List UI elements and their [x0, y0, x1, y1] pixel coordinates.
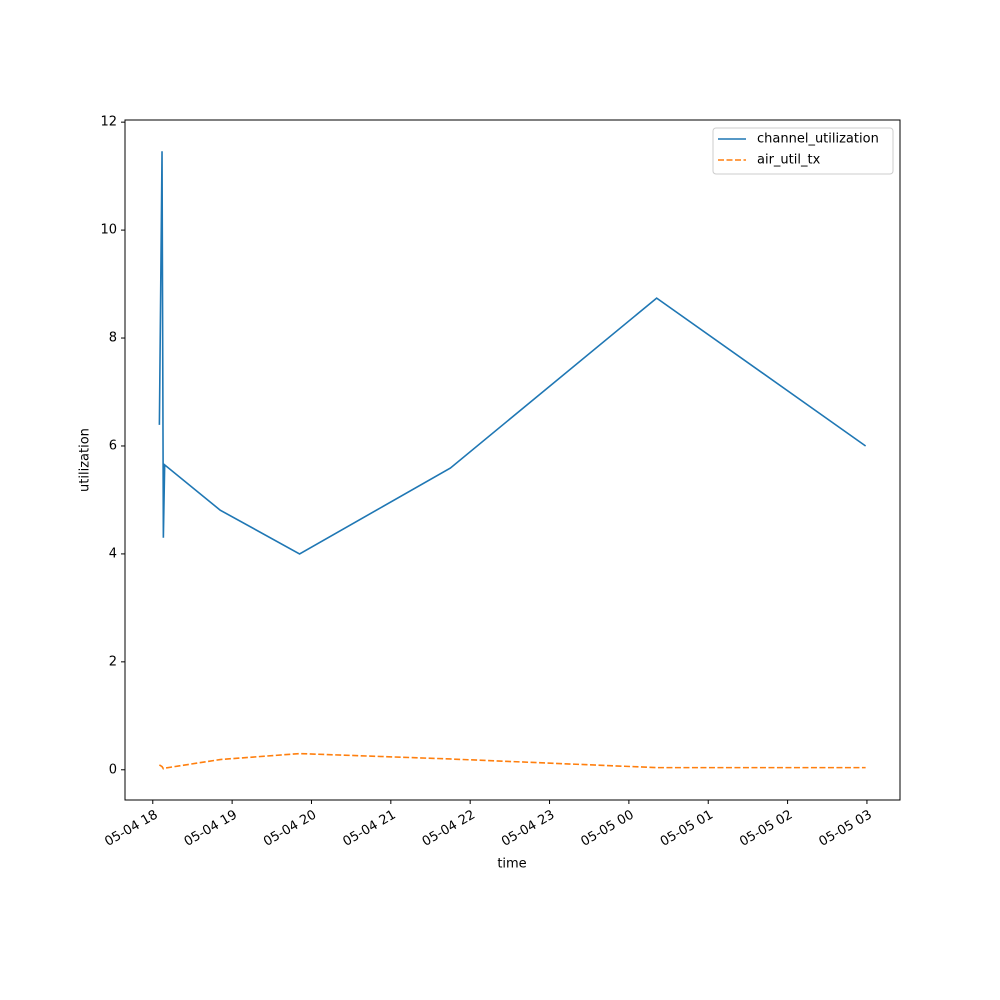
- y-tick-label: 0: [109, 762, 117, 777]
- y-tick-label: 6: [109, 438, 117, 453]
- x-tick-label: 05-04 19: [182, 808, 240, 850]
- y-axis-label: utilization: [78, 428, 93, 492]
- y-tick-label: 8: [109, 331, 117, 346]
- legend: channel_utilization air_util_tx: [712, 127, 894, 175]
- series-line: [158, 151, 867, 555]
- y-tick-label: 12: [100, 115, 117, 130]
- x-tick-label: 05-04 21: [340, 808, 398, 850]
- x-tick-label: 05-05 02: [737, 808, 795, 850]
- x-tick-label: 05-05 00: [579, 808, 637, 850]
- legend-label: air_util_tx: [757, 153, 821, 168]
- y-tick-label: 10: [100, 223, 117, 238]
- series-line: [158, 752, 866, 770]
- x-axis-label: time: [497, 857, 526, 872]
- x-tick-label: 05-04 18: [102, 808, 160, 850]
- x-tick-label: 05-04 22: [420, 808, 478, 850]
- y-tick-label: 4: [109, 546, 117, 561]
- x-tick-label: 05-05 03: [817, 808, 875, 850]
- x-tick-label: 05-05 01: [658, 808, 716, 850]
- legend-box: [712, 127, 894, 175]
- legend-label: channel_utilization: [757, 132, 879, 147]
- x-tick-label: 05-04 23: [499, 808, 557, 850]
- x-tick-label: 05-04 20: [261, 808, 319, 850]
- plot-frame: [124, 119, 901, 801]
- y-tick-label: 2: [109, 654, 117, 669]
